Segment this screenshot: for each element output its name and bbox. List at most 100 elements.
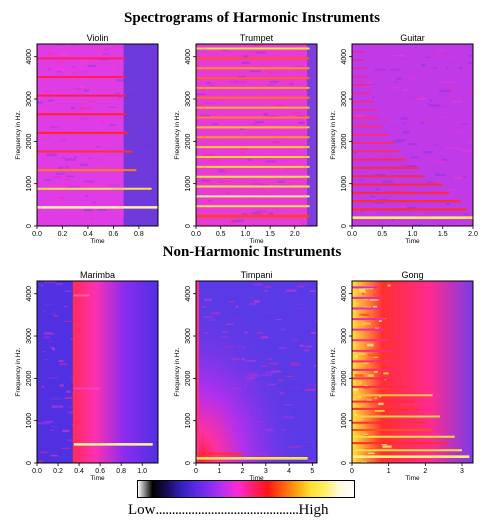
noise-speck [372,198,379,201]
noise-speck [256,210,266,212]
noise-speck [43,90,51,93]
noise-speck [42,420,55,424]
noise-speck [400,224,410,226]
noise-speck [425,190,429,193]
noise-speck [38,460,44,463]
noise-speck [404,165,417,168]
gong-speck [354,374,364,377]
noise-speck [247,158,252,161]
x-tick-label: 0.0 [191,231,201,238]
noise-speck [456,121,467,123]
y-tick-label: 0 [185,461,192,465]
noise-speck [443,196,451,198]
x-tick-label: 2.0 [468,231,478,238]
noise-speck [358,210,366,213]
noise-speck [398,154,401,157]
gong-speck [360,461,368,463]
noise-speck [467,61,473,65]
noise-speck [374,202,385,204]
noise-speck [64,195,69,197]
x-tick-label: 0.4 [83,231,93,238]
noise-speck [87,64,96,67]
noise-speck [359,209,364,212]
noise-speck [439,105,449,108]
noise-speck [240,186,244,189]
noise-speck [72,72,76,74]
plot-area [196,44,317,226]
noise-speck [116,45,119,47]
noise-speck [390,187,402,189]
noise-speck [297,51,305,53]
decay-region [123,44,158,226]
noise-speck [213,123,219,125]
color-scale-low-label: Low [128,502,156,518]
spectrogram-panel-gong: Gong 0 1 2 3 Time 0 1000 2000 3000 4000 Frequency i… [330,270,474,482]
noise-speck [270,80,279,83]
gong-speck [378,402,384,406]
gong-speck [359,288,365,292]
noise-speck [118,213,123,216]
noise-speck [374,204,378,206]
gong-speck [369,448,379,450]
y-tick-label: 2000 [341,133,348,149]
marimba-onset [72,281,76,463]
noise-speck [366,81,373,83]
x-tick-label: 1.0 [241,231,251,238]
noise-speck [107,164,115,166]
noise-speck [43,303,54,306]
x-tick-label: 0.0 [347,231,357,238]
noise-speck [358,123,368,125]
spectrogram-panel-timpani: Timpani 0 1 2 3 4 5 Time 0 1000 2000 3000 4000 Freque… [174,270,318,482]
noise-speck [452,119,456,122]
y-tick-label: 4000 [26,286,33,302]
noise-speck [53,65,64,68]
noise-speck [250,182,262,186]
x-tick-label: 0.2 [58,231,68,238]
noise-speck [53,175,62,179]
noise-speck [61,156,65,159]
noise-speck [71,186,80,188]
noise-speck [275,104,286,107]
noise-speck [96,53,102,56]
gong-speck [386,447,395,450]
noise-speck [229,221,238,224]
y-tick-label: 0 [341,461,348,465]
noise-speck [415,97,426,100]
noise-speck [227,216,231,220]
gong-speck [381,443,387,446]
noise-speck [209,84,215,87]
noise-speck [275,58,279,60]
noise-speck [382,180,394,183]
noise-speck [42,310,46,313]
noise-speck [49,346,55,349]
noise-speck [388,86,401,89]
noise-speck [433,144,438,146]
noise-speck [221,179,230,182]
noise-speck [44,332,52,334]
noise-speck [409,143,418,145]
y-tick-label: 1000 [341,413,348,429]
marimba-decay [73,281,158,463]
plot-area [352,44,473,226]
noise-speck [64,290,72,292]
noise-speck [49,340,55,342]
x-tick-label: 0.0 [32,231,42,238]
noise-speck [455,147,463,150]
noise-speck [99,50,106,52]
gong-speck [361,314,370,317]
y-tick-label: 1000 [185,176,192,192]
gong-speck [356,353,366,355]
x-tick-label: 0.8 [116,468,126,475]
noise-speck [47,69,54,73]
panel-title: Marimba [80,270,115,280]
y-tick-label: 3000 [26,328,33,344]
noise-speck [434,173,447,176]
noise-speck [445,146,456,149]
x-tick-label: 0.8 [134,231,144,238]
noise-speck [434,161,445,163]
noise-speck [256,145,265,147]
x-axis-label: Time [90,475,105,482]
spectrogram-panel-violin: Violin 0.0 0.2 0.4 0.6 0.8 Time 0 1000 2000 3000 40… [15,33,159,245]
y-axis-label: Frequency in Hz. [174,110,181,159]
noise-speck [54,220,58,224]
